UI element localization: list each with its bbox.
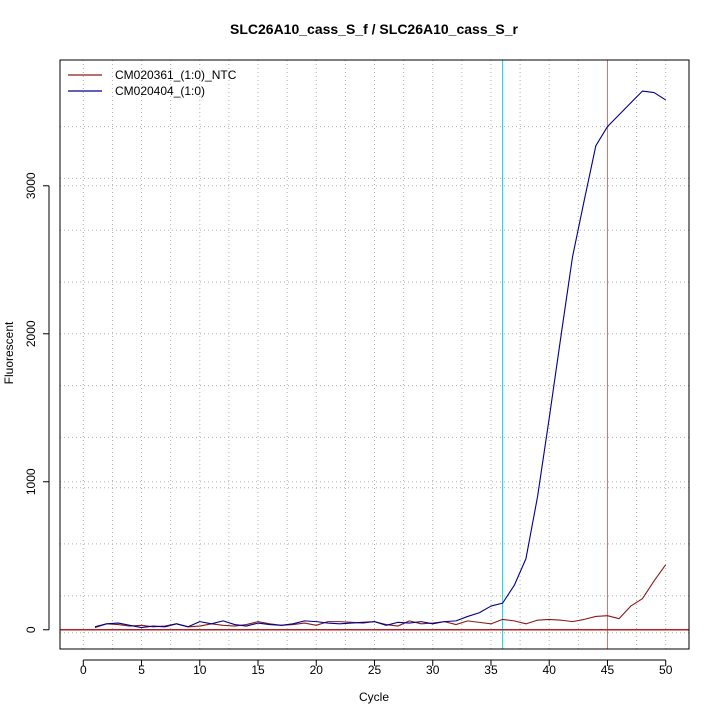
legend: CM020361_(1:0)_NTC CM020404_(1:0)	[68, 68, 237, 98]
x-tick-label: 50	[659, 663, 673, 677]
x-tick-label: 15	[251, 663, 265, 677]
series-line-2	[94, 90, 666, 629]
x-tick-label: 10	[193, 663, 207, 677]
x-tick-label: 5	[138, 663, 145, 677]
y-tick-label: 2000	[24, 320, 38, 347]
x-tick-label: 0	[80, 663, 87, 677]
series-lines	[94, 90, 667, 629]
legend-label: CM020361_(1:0)_NTC	[115, 68, 237, 82]
y-axis: 0 1000 2000 3000	[24, 172, 50, 633]
reference-lines	[60, 60, 689, 649]
x-axis: 0 5 10 15 20 25 30 35 40 45 50	[80, 659, 673, 677]
plot-frame	[59, 59, 690, 650]
x-tick-label: 30	[426, 663, 440, 677]
y-tick-label: 1000	[24, 468, 38, 495]
x-tick-label: 40	[543, 663, 557, 677]
x-axis-title: Cycle	[359, 690, 389, 704]
x-tick-label: 45	[601, 663, 615, 677]
x-tick-label: 25	[368, 663, 382, 677]
y-tick-label: 3000	[24, 172, 38, 199]
chart-title: SLC26A10_cass_S_f / SLC26A10_cass_S_r	[230, 21, 519, 37]
legend-label: CM020404_(1:0)	[115, 84, 205, 98]
grid	[60, 60, 689, 649]
y-tick-label: 0	[24, 626, 38, 633]
y-axis-title: Fluorescent	[2, 321, 16, 384]
x-tick-label: 35	[484, 663, 498, 677]
x-tick-label: 20	[310, 663, 324, 677]
